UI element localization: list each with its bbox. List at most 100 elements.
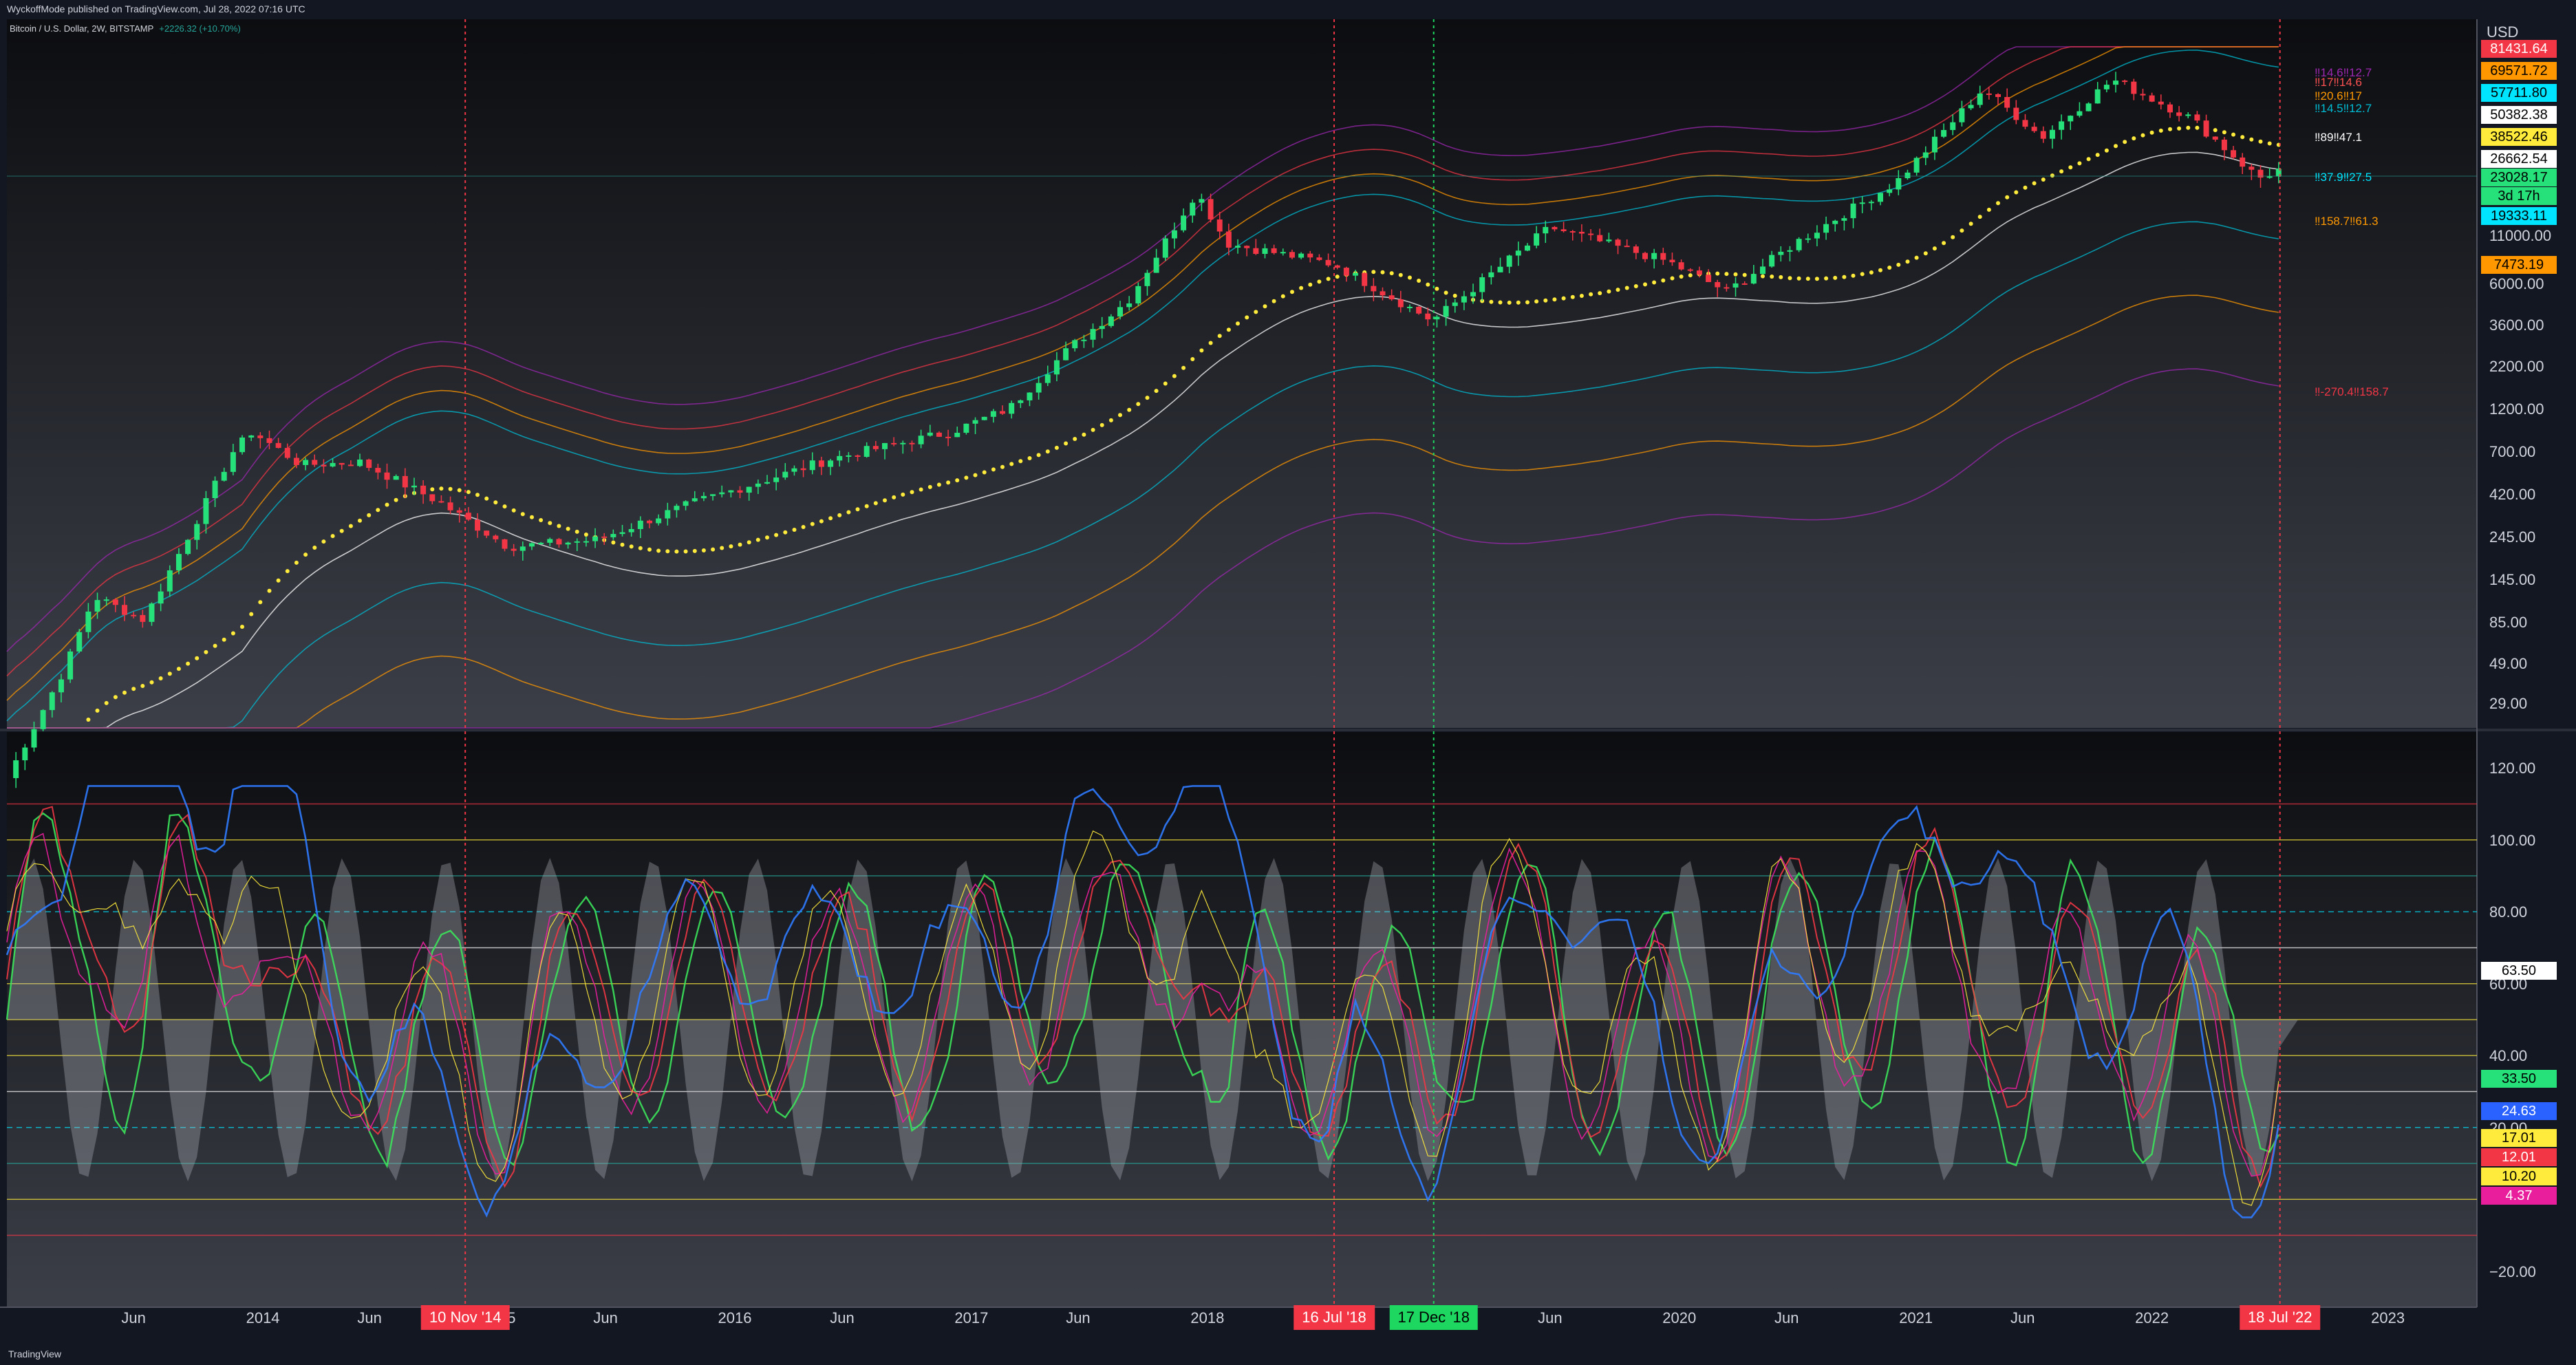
price-tag[interactable]: 38522.46 <box>2481 128 2557 146</box>
candle-body <box>1515 250 1521 256</box>
price-tick-label[interactable]: 85.00 <box>2489 614 2528 631</box>
price-tick-label[interactable]: 245.00 <box>2489 528 2536 546</box>
price-tick-label[interactable]: 420.00 <box>2489 486 2536 503</box>
candle-body <box>1388 295 1395 300</box>
event-date-flag[interactable]: 10 Nov '14 <box>420 1305 510 1330</box>
price-tag[interactable]: 19333.11 <box>2481 207 2557 225</box>
trend-dot <box>1317 279 1322 284</box>
time-axis-label[interactable]: Jun <box>1066 1309 1091 1326</box>
time-axis-label[interactable]: 2018 <box>1190 1309 1225 1326</box>
candle-body <box>85 611 92 632</box>
price-tick-label[interactable]: 3600.00 <box>2489 316 2544 334</box>
osc-tick-label[interactable]: 40.00 <box>2489 1047 2528 1065</box>
trend-dot <box>358 518 362 523</box>
trend-dot <box>828 516 833 521</box>
price-tag[interactable]: 26662.54 <box>2481 150 2557 168</box>
candle-body <box>1669 259 1675 263</box>
osc-tick-label[interactable]: 120.00 <box>2489 760 2536 777</box>
trend-dot <box>801 525 806 529</box>
trend-dot <box>303 552 308 557</box>
time-axis-label[interactable]: 2014 <box>246 1309 280 1326</box>
osc-tick-label[interactable]: 80.00 <box>2489 903 2528 921</box>
price-axis-bg[interactable] <box>2477 19 2576 1307</box>
candle-body <box>2176 112 2182 116</box>
candle-body <box>257 435 264 438</box>
candle-body <box>719 492 725 495</box>
candle-body <box>963 423 969 433</box>
currency-label[interactable]: USD <box>2487 23 2519 41</box>
price-tick-label[interactable]: 700.00 <box>2489 443 2536 460</box>
event-date-flag[interactable]: 18 Jul '22 <box>2239 1305 2321 1330</box>
price-tick-label[interactable]: 2200.00 <box>2489 358 2544 375</box>
time-axis-label[interactable]: Jun <box>830 1309 855 1326</box>
time-axis-label[interactable]: 2016 <box>718 1309 752 1326</box>
osc-value-tag[interactable]: 33.50 <box>2481 1070 2557 1088</box>
trend-dot <box>140 684 145 688</box>
trend-dot <box>176 667 181 671</box>
price-tick-label[interactable]: 6000.00 <box>2489 275 2544 292</box>
candle-body <box>954 433 960 438</box>
time-axis-label[interactable]: Jun <box>593 1309 618 1326</box>
time-axis-label[interactable]: Jun <box>1538 1309 1563 1326</box>
time-axis-label[interactable]: 2023 <box>2371 1309 2405 1326</box>
trend-dot <box>2158 128 2163 133</box>
osc-tick-label[interactable]: 100.00 <box>2489 831 2536 849</box>
event-date-flag[interactable]: 16 Jul '18 <box>1294 1305 1375 1330</box>
time-axis-label[interactable]: 2021 <box>1899 1309 1933 1326</box>
time-axis-label[interactable]: 2020 <box>1662 1309 1697 1326</box>
trend-dot <box>1887 266 1892 270</box>
candle-body <box>438 501 444 503</box>
price-pane[interactable] <box>7 19 2477 728</box>
time-axis-label[interactable]: Jun <box>121 1309 146 1326</box>
price-tag[interactable]: 57711.80 <box>2481 84 2557 102</box>
trend-dot <box>910 490 914 495</box>
price-tag[interactable]: 81431.64 <box>2481 40 2557 58</box>
chart-canvas[interactable] <box>0 19 2576 1343</box>
trend-dot <box>285 569 290 574</box>
candle-body <box>791 468 797 472</box>
candle-body <box>1470 292 1477 297</box>
price-tick-label[interactable]: 11000.00 <box>2489 227 2552 244</box>
osc-value-tag[interactable]: 24.63 <box>2481 1101 2557 1120</box>
osc-value-tag[interactable]: 4.37 <box>2481 1187 2557 1205</box>
price-tick-label[interactable]: 1200.00 <box>2489 400 2544 418</box>
osc-value-tag[interactable]: 17.01 <box>2481 1129 2557 1148</box>
time-axis-label[interactable]: 2022 <box>2135 1309 2169 1326</box>
candle-body <box>2040 131 2046 139</box>
price-tag[interactable]: 69571.72 <box>2481 62 2557 80</box>
time-axis-label[interactable]: Jun <box>357 1309 382 1326</box>
price-tick-label[interactable]: 145.00 <box>2489 571 2536 588</box>
trend-dot <box>167 671 172 676</box>
candle-body <box>230 452 236 472</box>
osc-value-tag[interactable]: 12.01 <box>2481 1148 2557 1167</box>
trend-dot <box>2123 140 2127 144</box>
price-tick-label[interactable]: 29.00 <box>2489 695 2528 712</box>
price-tag[interactable]: 3d 17h <box>2481 187 2557 205</box>
event-date-flag[interactable]: 17 Dec '18 <box>1389 1305 1478 1330</box>
candle-body <box>221 471 227 481</box>
time-axis-bg[interactable] <box>0 1307 2576 1343</box>
time-axis-label[interactable]: 2017 <box>954 1309 989 1326</box>
trend-dot <box>1208 341 1213 345</box>
candle-body <box>1750 274 1757 284</box>
price-tag[interactable]: 23028.17 <box>2481 169 2557 186</box>
price-tag[interactable]: 50382.38 <box>2481 106 2557 124</box>
price-tick-label[interactable]: 49.00 <box>2489 655 2528 672</box>
trend-dot <box>1118 413 1122 418</box>
time-axis-label[interactable]: Jun <box>2010 1309 2035 1326</box>
candle-body <box>2221 139 2227 151</box>
tradingview-brand[interactable]: TradingView <box>8 1348 62 1359</box>
trend-dot <box>1335 275 1340 279</box>
price-tag[interactable]: 7473.19 <box>2481 256 2557 274</box>
time-axis-label[interactable]: Jun <box>1774 1309 1799 1326</box>
trend-dot <box>1932 246 1937 251</box>
candle-body <box>683 501 689 506</box>
price-band-7 <box>7 368 2279 729</box>
trend-dot <box>511 508 516 513</box>
osc-value-tag[interactable]: 10.20 <box>2481 1168 2557 1186</box>
candle-body <box>1896 178 1902 190</box>
osc-value-tag[interactable]: 63.50 <box>2481 962 2557 980</box>
osc-tick-label[interactable]: −20.00 <box>2489 1262 2536 1280</box>
candle-body <box>2068 116 2074 122</box>
trend-dot <box>1796 276 1801 281</box>
